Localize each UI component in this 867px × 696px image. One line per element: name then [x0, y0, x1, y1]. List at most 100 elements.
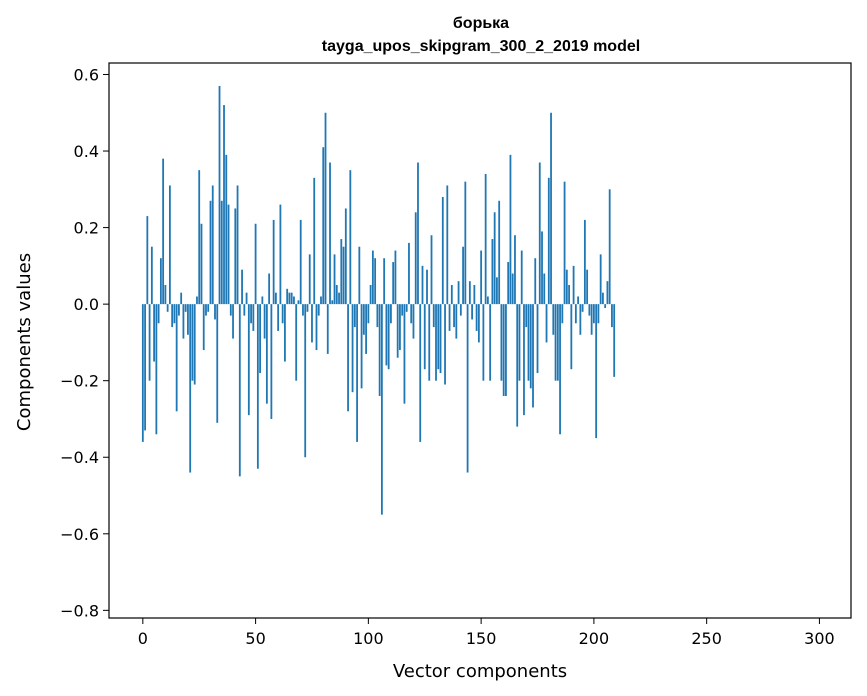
- bar-99: [365, 304, 367, 354]
- bar-151: [482, 304, 485, 381]
- bar-16: [178, 304, 180, 316]
- bar-123: [419, 304, 422, 442]
- x-axis: 0 50 100 150 200 250 300: [138, 618, 835, 648]
- bar-188: [565, 269, 568, 305]
- bar-162: [507, 262, 510, 305]
- bar-179: [545, 304, 548, 343]
- bar-116: [403, 304, 406, 404]
- bar-170: [525, 304, 528, 328]
- bar-129: [432, 304, 435, 328]
- bar-107: [383, 258, 386, 305]
- bar-63: [284, 304, 286, 362]
- bar-192: [574, 304, 577, 324]
- bar-7: [157, 304, 160, 324]
- x-tick-label: 300: [804, 629, 835, 648]
- bar-157: [496, 277, 498, 305]
- bar-128: [430, 235, 433, 305]
- bar-17: [180, 292, 183, 305]
- bar-169: [523, 304, 525, 416]
- bar-28: [205, 304, 207, 316]
- bar-124: [421, 265, 424, 305]
- bar-75: [311, 304, 313, 343]
- bar-23: [193, 304, 196, 385]
- bar-147: [473, 285, 476, 305]
- bar-95: [356, 304, 358, 442]
- bar-126: [426, 269, 428, 305]
- bar-209: [613, 304, 616, 377]
- bar-1: [144, 304, 146, 431]
- bar-83: [329, 162, 331, 305]
- bar-30: [209, 200, 212, 305]
- bar-187: [563, 181, 566, 305]
- bar-158: [498, 200, 501, 305]
- bar-152: [484, 174, 487, 305]
- bar-18: [182, 304, 185, 339]
- bar-48: [250, 304, 252, 324]
- bar-154: [489, 304, 492, 381]
- bar-130: [435, 304, 437, 381]
- bar-164: [511, 273, 514, 305]
- bar-72: [304, 304, 307, 458]
- bar-200: [592, 304, 595, 324]
- x-tick-label: 250: [691, 629, 722, 648]
- bar-6: [155, 304, 158, 435]
- bar-37: [225, 154, 228, 305]
- bar-40: [232, 304, 234, 339]
- bar-76: [313, 177, 316, 305]
- bar-205: [604, 304, 607, 308]
- bar-15: [175, 304, 178, 412]
- bar-208: [611, 304, 613, 328]
- bar-163: [509, 154, 512, 305]
- bar-21: [189, 304, 192, 473]
- bar-24: [196, 296, 198, 305]
- bar-112: [394, 250, 397, 305]
- bar-47: [247, 304, 250, 416]
- bar-54: [263, 304, 266, 339]
- bar-146: [471, 304, 473, 320]
- y-tick-label: −0.2: [60, 372, 99, 391]
- y-tick-label: −0.6: [60, 525, 99, 544]
- bar-4: [150, 246, 153, 305]
- bar-36: [223, 105, 225, 305]
- bar-105: [378, 304, 381, 396]
- bar-142: [462, 246, 464, 305]
- bar-29: [207, 304, 210, 312]
- bar-80: [322, 147, 325, 305]
- bar-10: [164, 285, 167, 305]
- bar-65: [288, 292, 291, 305]
- bar-195: [581, 304, 584, 312]
- bar-84: [331, 300, 334, 305]
- bar-82: [326, 304, 329, 354]
- bar-3: [148, 304, 151, 381]
- bar-32: [214, 304, 216, 320]
- bar-134: [444, 304, 446, 385]
- bar-60: [277, 304, 280, 331]
- bar-2: [146, 216, 149, 305]
- bar-55: [265, 304, 268, 404]
- bar-196: [583, 219, 586, 305]
- bar-174: [534, 258, 537, 305]
- bar-113: [396, 304, 399, 358]
- bar-64: [286, 288, 289, 305]
- bar-9: [162, 158, 165, 305]
- bar-193: [577, 296, 579, 305]
- bar-46: [245, 292, 248, 305]
- bar-85: [333, 254, 336, 305]
- bar-201: [595, 304, 598, 439]
- bar-119: [410, 304, 413, 324]
- bar-197: [586, 269, 589, 305]
- bar-35: [220, 200, 223, 305]
- bar-106: [380, 304, 383, 515]
- bar-90: [344, 208, 347, 305]
- bar-203: [599, 254, 602, 305]
- bar-118: [408, 242, 410, 305]
- bar-204: [602, 292, 604, 305]
- bar-44: [241, 269, 243, 305]
- bar-0: [141, 304, 144, 442]
- y-axis-label: Components values: [14, 253, 35, 431]
- bar-159: [500, 304, 503, 381]
- bar-43: [238, 304, 241, 477]
- bar-190: [570, 304, 573, 370]
- bar-122: [417, 162, 419, 305]
- bar-139: [455, 304, 458, 339]
